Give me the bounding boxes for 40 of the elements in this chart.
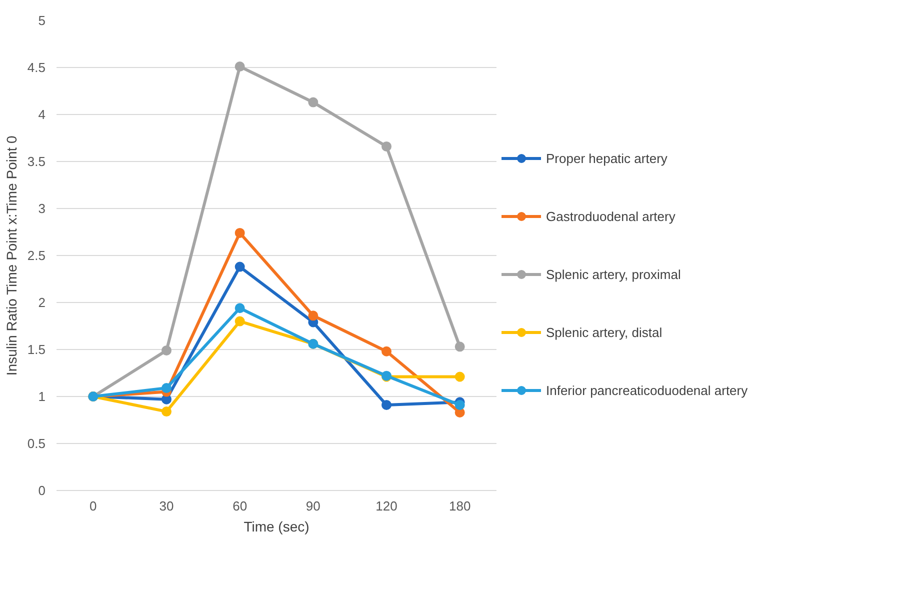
point <box>454 372 465 382</box>
point <box>234 62 245 72</box>
y-axis-title: Insulin Ratio Time Point x:Time Point 0 <box>3 135 20 376</box>
point <box>234 228 245 238</box>
y-tick-label: 1 <box>38 389 46 404</box>
y-tick-label: 0 <box>38 483 46 498</box>
point <box>162 406 172 417</box>
x-tick-label: 0 <box>90 498 97 514</box>
legend-label: Inferior pancreaticoduodenal artery <box>546 382 748 398</box>
x-tick-label: 90 <box>306 498 320 514</box>
y-tick-label: 4.5 <box>27 60 46 75</box>
y-tick-label: 4 <box>38 107 46 122</box>
point <box>162 383 172 394</box>
x-tick-label: 60 <box>232 498 248 514</box>
point <box>454 342 465 352</box>
y-tick-label: 3.5 <box>27 154 46 169</box>
point <box>308 310 318 321</box>
legend-label: Proper hepatic artery <box>546 150 668 166</box>
x-axis-title: Time (sec) <box>244 518 310 534</box>
point <box>234 303 245 314</box>
x-tick-label: 30 <box>159 498 174 514</box>
point <box>308 97 318 108</box>
x-tick-label: 180 <box>448 498 471 514</box>
point <box>162 345 172 356</box>
legend-label: Gastroduodenal artery <box>546 208 676 224</box>
point <box>234 316 245 326</box>
point <box>234 262 245 272</box>
point <box>382 400 392 410</box>
point <box>382 346 392 356</box>
y-tick-label: 2.5 <box>27 248 46 263</box>
y-tick-label: 5 <box>38 13 46 28</box>
y-tick-label: 3 <box>38 201 46 216</box>
point <box>382 141 392 152</box>
y-tick-label: 1.5 <box>27 342 46 357</box>
y-tick-label: 2 <box>38 295 46 310</box>
y-tick-label: 0.5 <box>27 436 46 451</box>
x-tick-label: 120 <box>376 498 398 514</box>
point <box>454 400 465 410</box>
legend-label: Splenic artery, distal <box>546 324 662 340</box>
legend-label: Splenic artery, proximal <box>546 266 681 282</box>
